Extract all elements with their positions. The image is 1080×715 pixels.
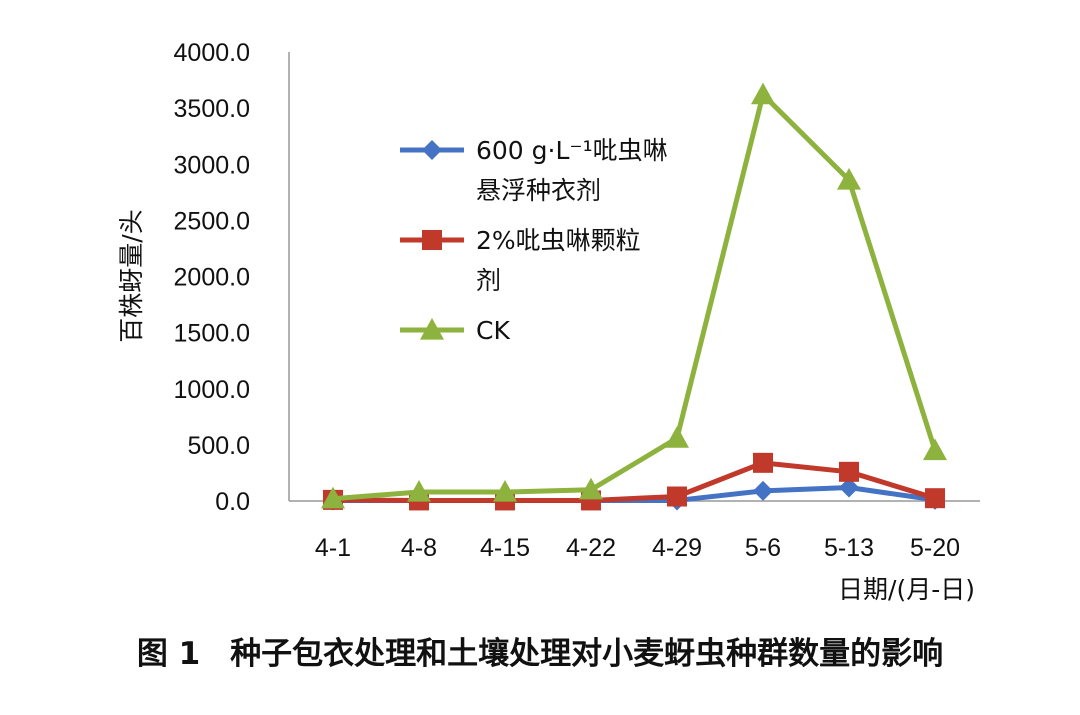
y-tick-label: 1000.0 — [174, 376, 250, 404]
legend-label: CK — [476, 316, 510, 345]
data-point — [923, 438, 947, 461]
data-point — [751, 82, 775, 105]
data-point — [839, 461, 859, 482]
x-tick-label: 4-1 — [315, 534, 351, 562]
legend-label: 2%吡虫啉颗粒 — [476, 226, 641, 255]
x-tick-label: 4-8 — [401, 534, 437, 562]
y-tick-label: 1500.0 — [174, 320, 250, 348]
y-tick-label: 4000.0 — [174, 39, 250, 67]
series-line — [332, 460, 936, 503]
x-axis-label: 日期/(月-日) — [838, 575, 975, 604]
y-tick-label: 0.0 — [215, 488, 250, 516]
y-tick-label: 500.0 — [187, 432, 250, 460]
data-point — [493, 480, 517, 502]
x-tick-label: 4-29 — [652, 534, 702, 562]
data-point — [579, 477, 603, 500]
legend-label: 剂 — [476, 266, 501, 295]
figure-number: 图 1 — [136, 636, 201, 672]
x-tick-label: 4-15 — [480, 534, 530, 562]
series-3 — [321, 82, 947, 509]
data-point — [753, 452, 773, 473]
legend-marker — [420, 318, 444, 340]
y-tick-label: 2500.0 — [174, 207, 250, 235]
data-point — [667, 486, 687, 507]
data-point — [839, 477, 859, 498]
x-tick-label: 5-6 — [745, 534, 781, 562]
legend-marker — [422, 230, 442, 250]
series-line — [332, 92, 938, 502]
data-point — [665, 426, 689, 448]
y-tick-label: 3000.0 — [174, 151, 250, 179]
y-tick-label: 3500.0 — [174, 95, 250, 123]
x-tick-label: 5-13 — [824, 534, 874, 562]
chart: 0.0 500.0 1000.0 1500.0 2000.0 2500.0 3000.0 35… — [117, 39, 980, 604]
x-tick-label: 4-22 — [566, 534, 616, 562]
legend-item: CK — [400, 316, 510, 345]
data-point — [925, 488, 945, 509]
legend-label: 600 g·L⁻¹吡虫啉 — [476, 136, 668, 165]
y-tick-label: 2000.0 — [174, 264, 250, 292]
data-point — [753, 480, 773, 501]
legend-marker — [422, 140, 442, 160]
y-axis-label: 百株蚜量/头 — [117, 209, 146, 342]
data-point — [407, 480, 431, 502]
data-point — [837, 167, 861, 190]
figure-caption: 图 1 种子包衣处理和土壤处理对小麦蚜虫种群数量的影响 — [0, 628, 1080, 673]
figure-title: 种子包衣处理和土壤处理对小麦蚜虫种群数量的影响 — [230, 636, 944, 672]
x-tick-label: 5-20 — [910, 534, 960, 562]
data-point — [321, 486, 345, 509]
legend-label: 悬浮种衣剂 — [476, 176, 601, 205]
